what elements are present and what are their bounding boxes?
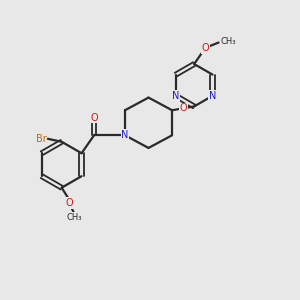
Text: CH₃: CH₃	[67, 213, 82, 222]
Text: O: O	[90, 112, 98, 123]
Text: CH₃: CH₃	[220, 37, 236, 46]
Text: N: N	[209, 91, 216, 101]
Text: N: N	[121, 130, 129, 140]
Text: O: O	[179, 103, 187, 113]
Text: Br: Br	[36, 134, 46, 144]
Text: O: O	[202, 43, 209, 53]
Text: O: O	[65, 198, 73, 208]
Text: N: N	[172, 91, 179, 101]
